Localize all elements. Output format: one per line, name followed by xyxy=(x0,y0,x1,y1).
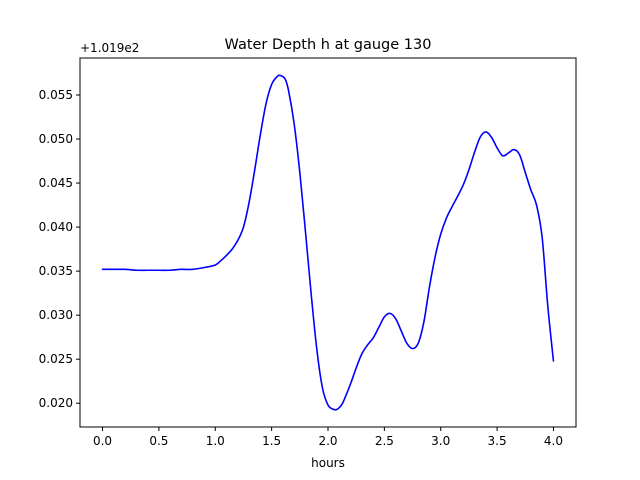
y-tick-label: 0.020 xyxy=(39,396,73,410)
y-tick-label: 0.035 xyxy=(39,264,73,278)
y-axis-ticks: 0.020 0.025 0.030 0.035 0.040 0.045 0.050 0.055 xyxy=(39,88,80,410)
y-tick-label: 0.030 xyxy=(39,308,73,322)
x-axis-label: hours xyxy=(311,456,345,470)
y-tick-label: 0.050 xyxy=(39,132,73,146)
x-tick-label: 1.0 xyxy=(206,434,225,448)
chart-title: Water Depth h at gauge 130 xyxy=(225,37,432,53)
x-tick-label: 3.0 xyxy=(431,434,450,448)
series-line xyxy=(101,74,555,411)
x-tick-label: 1.5 xyxy=(262,434,281,448)
y-offset-text: +1.019e2 xyxy=(80,41,139,55)
x-tick-label: 0.5 xyxy=(149,434,168,448)
y-tick-label: 0.045 xyxy=(39,176,73,190)
x-axis-ticks: 0.0 0.5 1.0 1.5 2.0 2.5 3.0 3.5 4.0 xyxy=(93,427,563,448)
x-tick-label: 0.0 xyxy=(93,434,112,448)
x-tick-label: 3.5 xyxy=(488,434,507,448)
x-tick-label: 2.0 xyxy=(318,434,337,448)
y-tick-label: 0.040 xyxy=(39,220,73,234)
x-tick-label: 4.0 xyxy=(544,434,563,448)
x-tick-label: 2.5 xyxy=(375,434,394,448)
y-tick-label: 0.055 xyxy=(39,88,73,102)
y-tick-label: 0.025 xyxy=(39,352,73,366)
